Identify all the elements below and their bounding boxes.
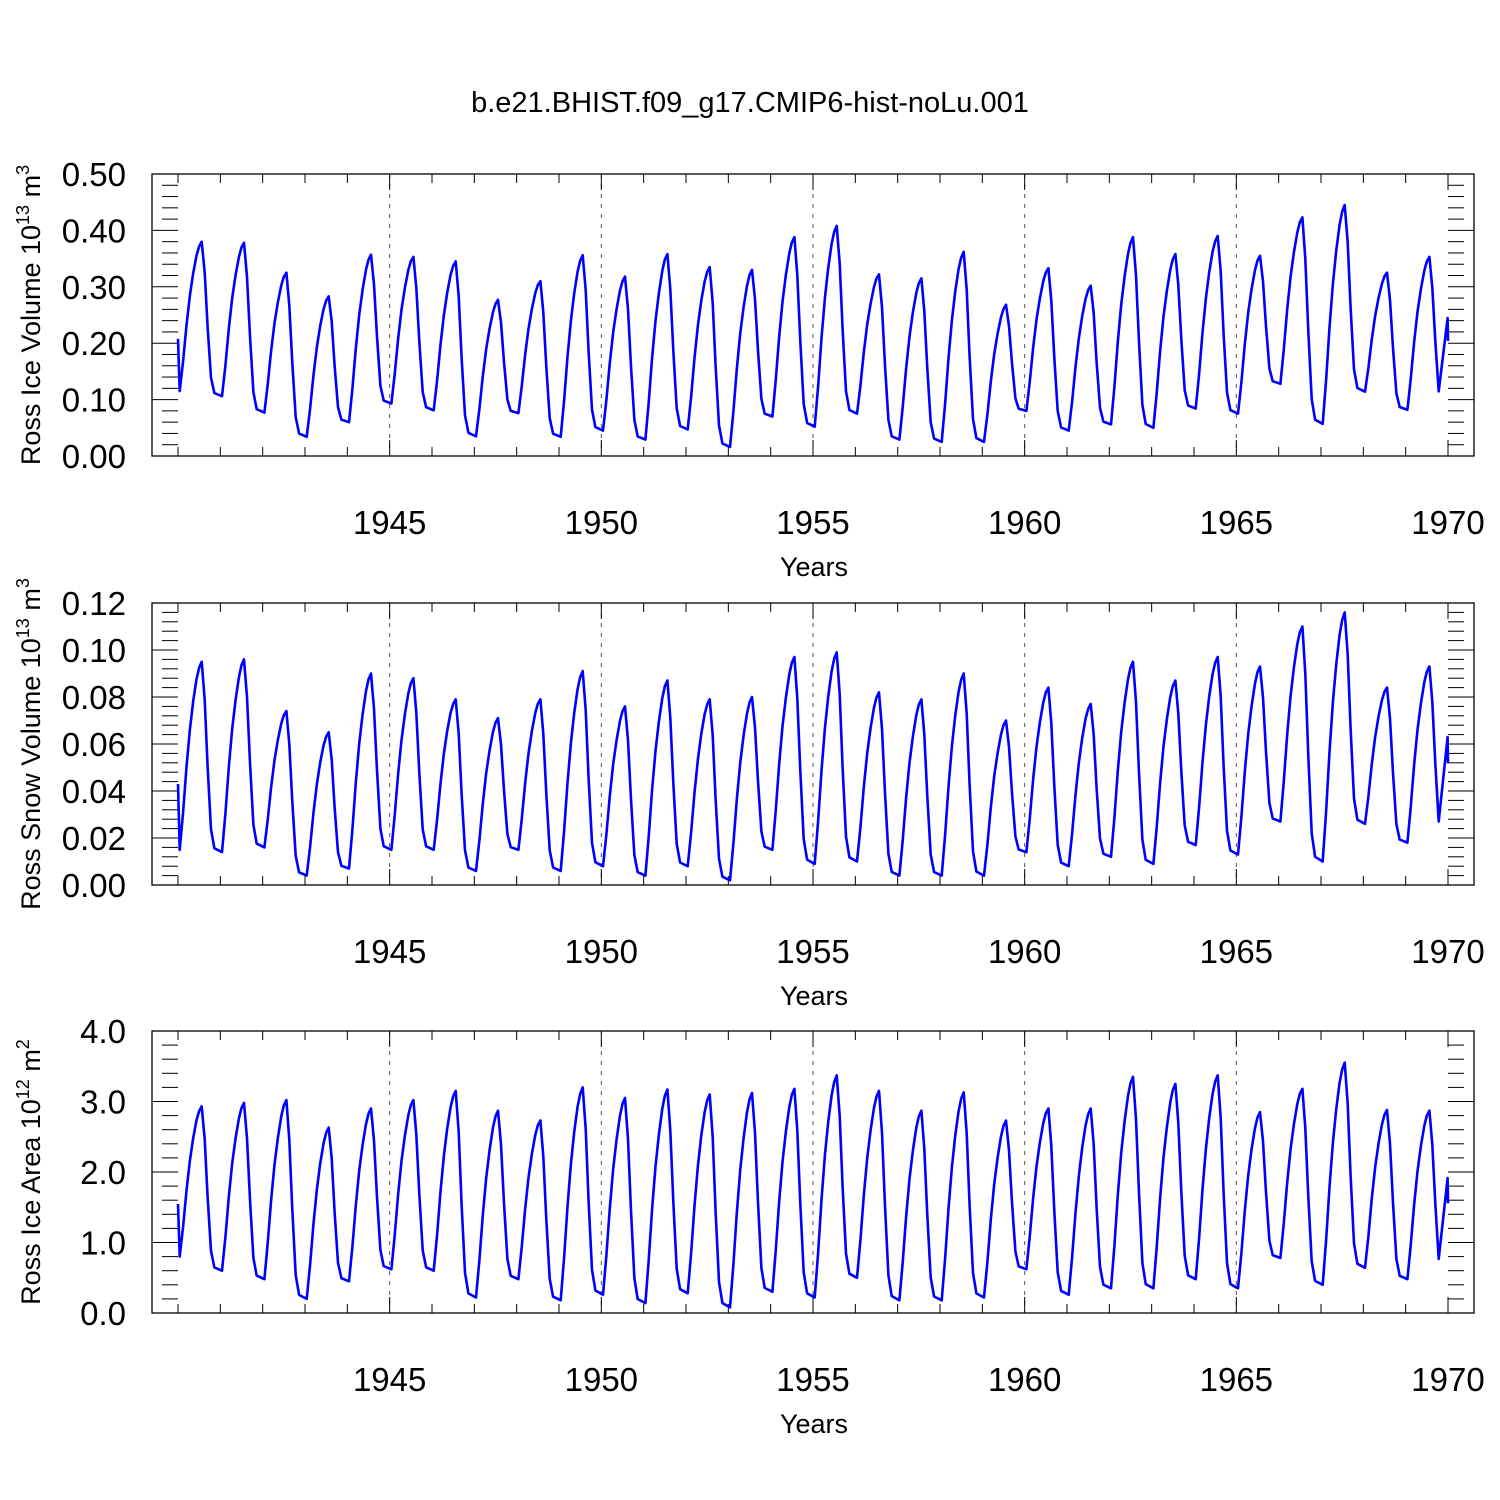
y-tick-label: 0.20	[62, 325, 126, 362]
x-tick-label: 1970	[1411, 1361, 1484, 1398]
y-label-unit-exponent: 3	[13, 165, 33, 175]
y-tick-label: 4.0	[80, 1013, 126, 1050]
y-tick-label: 0.00	[62, 438, 126, 475]
snow-volume-panel: 1945 1950 1955 1960 1965 1970 Years 0.00 0.02 0.0…	[13, 578, 1485, 1011]
x-axis-label: Years	[780, 981, 848, 1011]
y-label-exponent: 13	[13, 205, 33, 225]
y-label-unit: m	[16, 1049, 46, 1079]
y-tick-label: 0.12	[62, 585, 126, 622]
series-line	[176, 203, 1450, 449]
x-tick-label: 1960	[988, 933, 1061, 970]
x-tick-label: 1950	[565, 504, 638, 541]
x-tick-label: 1955	[776, 933, 849, 970]
figure-title: b.e21.BHIST.f09_g17.CMIP6-hist-noLu.001	[471, 87, 1029, 119]
x-tick-label: 1960	[988, 1361, 1061, 1398]
y-label-main: Ross Snow Volume 10	[16, 638, 46, 910]
x-tick-label: 1955	[776, 504, 849, 541]
y-tick-label: 1.0	[80, 1225, 126, 1262]
x-tick-label: 1950	[565, 1361, 638, 1398]
x-axis-label: Years	[780, 1409, 848, 1439]
y-tick-label: 0.0	[80, 1295, 126, 1332]
y-tick-label: 0.06	[62, 726, 126, 763]
x-tick-label: 1965	[1200, 504, 1273, 541]
y-axis-label: Ross Ice Area 1012 m2	[13, 1039, 46, 1305]
y-tick-label: 0.08	[62, 679, 126, 716]
ice-volume-panel: 1945 1950 1955 1960 1965 1970 Years 0.00 0.10 0.2…	[13, 156, 1485, 582]
x-tick-label: 1965	[1200, 933, 1273, 970]
x-axis-label: Years	[780, 552, 848, 582]
y-tick-label: 0.50	[62, 156, 126, 193]
y-tick-label: 0.30	[62, 269, 126, 306]
x-tick-label: 1965	[1200, 1361, 1273, 1398]
y-label-main: Ross Ice Volume 10	[16, 225, 46, 465]
y-tick-label: 0.40	[62, 212, 126, 249]
x-tick-label: 1970	[1411, 504, 1484, 541]
y-tick-label: 0.00	[62, 867, 126, 904]
y-label-unit: m	[16, 175, 46, 205]
y-tick-label: 3.0	[80, 1084, 126, 1121]
x-tick-label: 1950	[565, 933, 638, 970]
y-tick-label: 0.02	[62, 820, 126, 857]
y-tick-label: 0.10	[62, 382, 126, 419]
x-tick-label: 1945	[353, 933, 426, 970]
y-label-exponent: 12	[13, 1079, 33, 1099]
y-label-unit-exponent: 2	[13, 1039, 33, 1049]
series-line	[176, 1061, 1450, 1309]
x-tick-label: 1955	[776, 1361, 849, 1398]
y-label-exponent: 13	[13, 618, 33, 638]
x-tick-label: 1945	[353, 504, 426, 541]
x-tick-label: 1945	[353, 1361, 426, 1398]
y-axis-label: Ross Snow Volume 1013 m3	[13, 578, 46, 910]
y-tick-label: 0.10	[62, 632, 126, 669]
y-label-main: Ross Ice Area 10	[16, 1099, 46, 1305]
y-label-unit: m	[16, 588, 46, 618]
y-tick-label: 2.0	[80, 1154, 126, 1191]
series-line	[176, 611, 1450, 882]
ice-area-panel: 1945 1950 1955 1960 1965 1970 Years 0.0 1.0 2.0 3.…	[13, 1013, 1485, 1439]
x-tick-label: 1970	[1411, 933, 1484, 970]
x-tick-label: 1960	[988, 504, 1061, 541]
y-axis-label: Ross Ice Volume 1013 m3	[13, 165, 46, 465]
y-tick-label: 0.04	[62, 773, 126, 810]
y-label-unit-exponent: 3	[13, 578, 33, 588]
